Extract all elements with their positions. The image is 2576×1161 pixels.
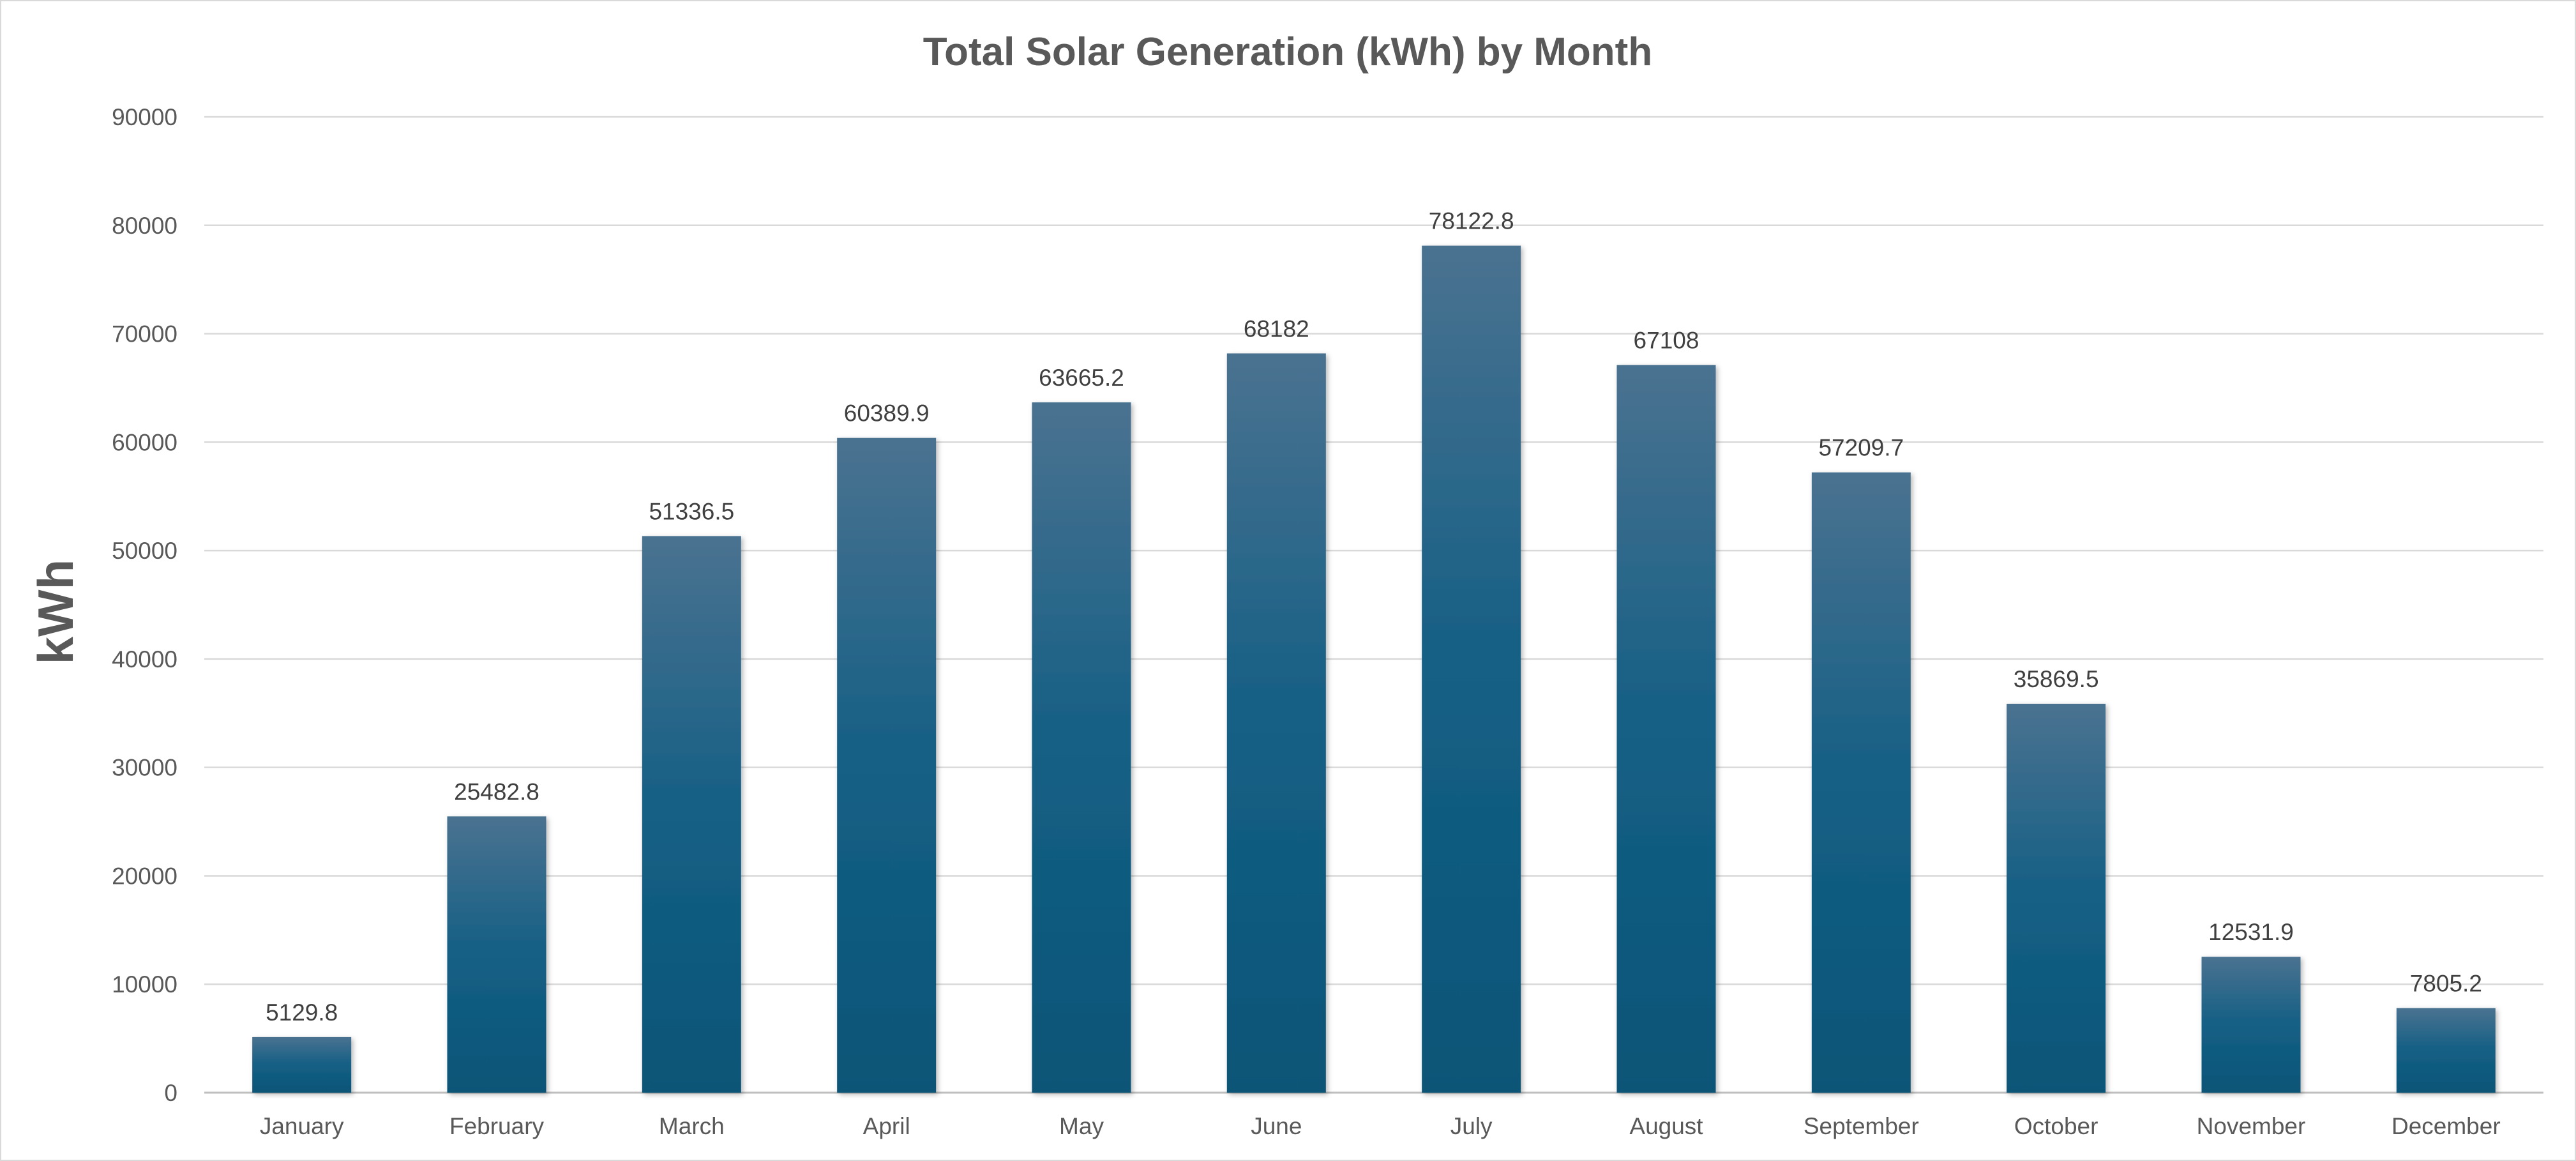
bar-november (2201, 957, 2301, 1093)
x-tick-label-october: October (2014, 1113, 2098, 1139)
x-tick-label-may: May (1059, 1113, 1104, 1139)
y-tick-label: 40000 (112, 646, 177, 672)
x-tick-label-july: July (1450, 1113, 1493, 1139)
data-label-may: 63665.2 (1039, 365, 1124, 391)
y-tick-label: 90000 (112, 104, 177, 130)
bar-july (1422, 245, 1521, 1093)
x-tick-label-april: April (863, 1113, 910, 1139)
x-tick-label-january: January (260, 1113, 344, 1139)
data-label-october: 35869.5 (2014, 666, 2099, 692)
bar-september (1811, 472, 1911, 1093)
data-label-april: 60389.9 (844, 400, 930, 427)
bar-april (837, 437, 937, 1093)
y-axis-ticks: 0 10000 20000 30000 40000 50000 60000 70000 8000… (112, 104, 177, 1106)
data-label-june: 68182 (1244, 315, 1309, 342)
x-axis-ticks: January February March April May June July Augu… (260, 1113, 2501, 1139)
x-tick-label-june: June (1251, 1113, 1302, 1139)
bar-december (2396, 1008, 2496, 1093)
data-label-september: 57209.7 (1818, 435, 1904, 461)
gridlines (204, 116, 2543, 1094)
data-label-december: 7805.2 (2410, 970, 2482, 996)
y-tick-label: 80000 (112, 213, 177, 239)
data-label-july: 78122.8 (1429, 208, 1514, 234)
y-tick-label: 70000 (112, 321, 177, 347)
y-tick-label: 50000 (112, 538, 177, 564)
data-label-february: 25482.8 (454, 778, 539, 805)
chart-title: Total Solar Generation (kWh) by Month (923, 30, 1652, 74)
x-tick-label-august: August (1629, 1113, 1703, 1139)
bar-august (1616, 365, 1716, 1093)
bar-june (1226, 353, 1326, 1093)
x-tick-label-december: December (2391, 1113, 2501, 1139)
bar-october (2007, 704, 2106, 1093)
y-axis-title: kWh (27, 559, 84, 665)
bars (252, 245, 2496, 1093)
data-label-august: 67108 (1634, 328, 1699, 354)
bar-may (1032, 402, 1131, 1093)
x-tick-label-february: February (449, 1113, 545, 1139)
x-tick-label-march: March (659, 1113, 725, 1139)
x-tick-label-september: September (1804, 1113, 1919, 1139)
y-tick-label: 20000 (112, 863, 177, 889)
bar-march (642, 536, 741, 1093)
y-tick-label: 0 (164, 1080, 177, 1106)
bar-february (447, 816, 546, 1093)
data-label-january: 5129.8 (266, 999, 338, 1026)
y-tick-label: 30000 (112, 755, 177, 781)
y-tick-label: 60000 (112, 429, 177, 455)
data-label-november: 12531.9 (2208, 919, 2294, 945)
data-label-march: 51336.5 (649, 498, 734, 524)
data-labels: 5129.8 25482.8 51336.5 60389.9 63665.2 68182 7… (266, 208, 2482, 1026)
y-tick-label: 10000 (112, 971, 177, 998)
bar-january (252, 1036, 352, 1093)
x-tick-label-november: November (2197, 1113, 2306, 1139)
